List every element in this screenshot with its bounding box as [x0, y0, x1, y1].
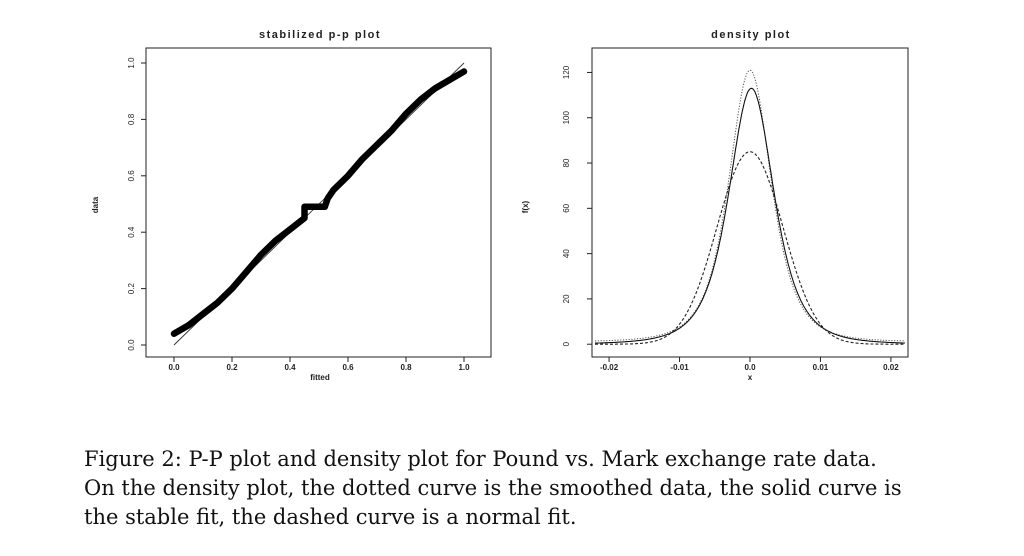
density-ytick-label: 80	[562, 158, 571, 167]
pp-ytick-label: 0.6	[127, 170, 136, 182]
pp-ytick-label: 1.0	[127, 57, 136, 69]
density-xtick-label: 0.01	[813, 363, 829, 372]
density-ytick-label: 40	[562, 249, 571, 258]
density-ytick-label: 0	[562, 341, 571, 346]
density-xtick-label: 0.0	[744, 363, 756, 372]
pp-ytick-label: 0.8	[127, 113, 136, 125]
density-ytick-label: 60	[562, 203, 571, 212]
pp-xtick-label: 0.8	[400, 363, 412, 372]
caption-line-2: On the density plot, the dotted curve is…	[84, 476, 902, 500]
figure-caption: Figure 2: P-P plot and density plot for …	[84, 445, 964, 532]
density-plot-ylabel: f(x)	[521, 200, 530, 213]
pp-plot-panel: stabilized p-p plot 0.0 0.2 0.4 0.6 0.8 1.00.…	[91, 29, 492, 382]
pp-ytick-label: 0.0	[127, 339, 136, 351]
pp-xtick-label: 0.0	[168, 363, 180, 372]
caption-line-1: Figure 2: P-P plot and density plot for …	[84, 447, 877, 471]
density-plot-xlabel: x	[748, 373, 753, 382]
pp-xtick-label: 0.4	[284, 363, 296, 372]
density-plot-title: density plot	[711, 29, 791, 41]
caption-line-3: the stable fit, the dashed curve is a no…	[84, 505, 577, 529]
density-curve-dashed	[595, 151, 905, 345]
density-curves	[594, 69, 906, 345]
pp-plot-xlabel: fitted	[310, 373, 330, 382]
density-xtick-label: -0.02	[600, 363, 619, 372]
pp-plot-title: stabilized p-p plot	[259, 29, 381, 41]
density-xtick-label: -0.01	[670, 363, 689, 372]
pp-ytick-label: 0.4	[127, 226, 136, 238]
pp-ytick-label: 0.2	[127, 282, 136, 294]
density-plot-frame	[591, 47, 909, 358]
density-ytick-label: 100	[562, 111, 571, 125]
density-xtick-label: 0.02	[883, 363, 899, 372]
pp-plot-frame	[145, 47, 492, 358]
density-curve-dotted	[594, 69, 906, 342]
pp-xtick-label: 1.0	[458, 363, 470, 372]
density-curve-solid	[595, 87, 905, 344]
density-plot-axes: -0.02 -0.01 0.0 0.01 0.02 0 20 40 60 80 100 120	[562, 65, 899, 372]
pp-xtick-label: 0.2	[226, 363, 238, 372]
pp-data-series	[170, 68, 468, 337]
pp-plot-axes: 0.0 0.2 0.4 0.6 0.8 1.0 0.0 0.2 0.4 0.6 0.8 1.0	[127, 57, 470, 372]
density-plot-panel: density plot -0.02 -0.01 0.0 0.01 0.02 0 20 40 6…	[521, 29, 909, 382]
pp-xtick-label: 0.6	[342, 363, 354, 372]
density-ytick-label: 20	[562, 294, 571, 303]
density-ytick-label: 120	[562, 65, 571, 79]
pp-plot-ylabel: data	[91, 196, 100, 213]
